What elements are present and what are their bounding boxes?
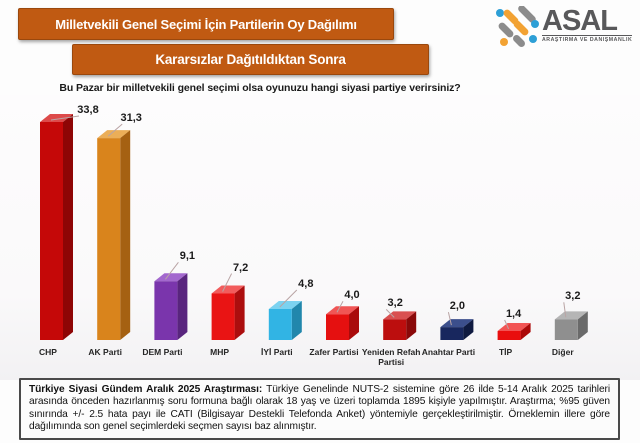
bar-side-chp [63,113,73,341]
logo-name: ASAL [542,5,618,37]
title-banner-text: Milletvekili Genel Seçimi İçin Partileri… [55,16,357,32]
bar-top-di-er [554,311,588,320]
bar-top-ti-p [497,322,531,331]
bar-side-yeniden-refah-partisi [406,311,417,340]
bar-dem-parti [154,281,178,340]
bar-chart: 33,8 CHP 31,3 AK Parti 9,1 DEM Parti 7,2 MHP 4,8… [0,95,640,380]
bar-top-dem-parti [154,273,188,282]
value-label-mhp: 7,2 [232,261,249,274]
leader-line-dem-parti [165,262,179,280]
leader-line-ak-parti [107,123,123,137]
value-label-dem-parti: 9,1 [179,250,196,263]
bar-yeniden-refah-partisi [383,319,407,340]
value-label-anahtar-parti: 2,0 [449,300,466,313]
logo-tagline: ARAŞTIRMA VE DANIŞMANLIK [542,35,633,43]
bar-mhp [211,293,235,340]
category-label-di-er: Diğer [551,347,574,357]
leader-line-zafer-partisi [336,300,344,313]
category-label-zafer-partisi: Zafer Partisi [309,347,359,357]
bar-zafer-partisi [326,314,349,340]
category-label-ak-parti: AK Parti [88,347,122,357]
bar-side-ti-p [520,322,531,340]
bar-top-ak-parti [97,130,131,139]
leader-line-chp [50,115,80,121]
survey-question: Bu Pazar bir milletvekili genel seçimi o… [59,82,461,94]
bar-side-di-er [577,311,588,340]
bar-top-yeniden-refah-partisi [383,311,417,320]
leader-line-ti-p [504,319,510,330]
bar-chp [40,121,63,341]
methodology-note-title: Türkiye Siyasi Gündem Aralık 2025 Araştı… [29,384,263,395]
leader-line-di-er [563,302,567,318]
bar-top-mhp [211,285,245,294]
methodology-note-body: Türkiye Genelinde NUTS-2 sistemine göre … [29,384,610,432]
bar-top-anahtar-parti [440,319,474,328]
leader-line-yeniden-refah-partisi [385,309,395,318]
bar-side-i-yi-parti [291,301,302,340]
subtitle-banner-text: Kararsızlar Dağıtıldıktan Sonra [155,52,346,67]
value-label-ak-parti: 31,3 [120,112,142,125]
bar-top-i-yi-parti [268,301,302,310]
leader-line-i-yi-parti [279,289,298,308]
value-label-chp: 33,8 [77,103,99,116]
bar-top-zafer-partisi [326,306,359,315]
value-label-ti-p: 1,4 [505,307,522,320]
leader-line-mhp [222,273,233,292]
category-label-mhp: MHP [210,347,230,357]
category-label-chp: CHP [39,347,57,357]
asal-logo-icon [496,6,539,47]
bars-canvas [40,113,588,341]
bar-side-zafer-partisi [349,306,359,340]
category-label-dem-parti: DEM Parti [142,347,183,357]
bar-side-dem-parti [177,273,188,340]
bar-top-chp [40,113,73,122]
value-label-yeniden-refah-partisi: 3,2 [387,297,403,310]
category-label-i-yi-parti: İYİ Parti [260,347,293,357]
value-label-di-er: 3,2 [565,290,581,303]
bar-side-anahtar-parti [463,319,474,340]
bar-ak-parti [97,138,121,340]
asal-logo-text: ASAL ARAŞTIRMA VE DANIŞMANLIK [542,5,633,43]
bar-side-ak-parti [120,130,131,340]
category-label-yeniden-refah-partisi: Yeniden Refah Partisi [361,347,421,367]
bar-di-er [554,319,578,340]
bar-anahtar-parti [440,327,464,340]
value-label-zafer-partisi: 4,0 [344,289,360,302]
bar-side-mhp [234,285,245,340]
title-banner: Milletvekili Genel Seçimi İçin Partileri… [18,8,394,40]
methodology-note: Türkiye Siyasi Gündem Aralık 2025 Araştı… [19,378,620,440]
bar-ti-p [497,330,521,340]
category-label-ti-p: TİP [498,347,513,357]
subtitle-banner: Kararsızlar Dağıtıldıktan Sonra [72,44,429,75]
value-label-i-yi-parti: 4,8 [298,278,314,291]
asal-logo: ASAL ARAŞTIRMA VE DANIŞMANLIK [494,5,633,50]
bar-i-yi-parti [268,309,292,340]
category-label-anahtar-parti: Anahtar Parti [421,347,476,357]
leader-line-anahtar-parti [447,311,452,326]
